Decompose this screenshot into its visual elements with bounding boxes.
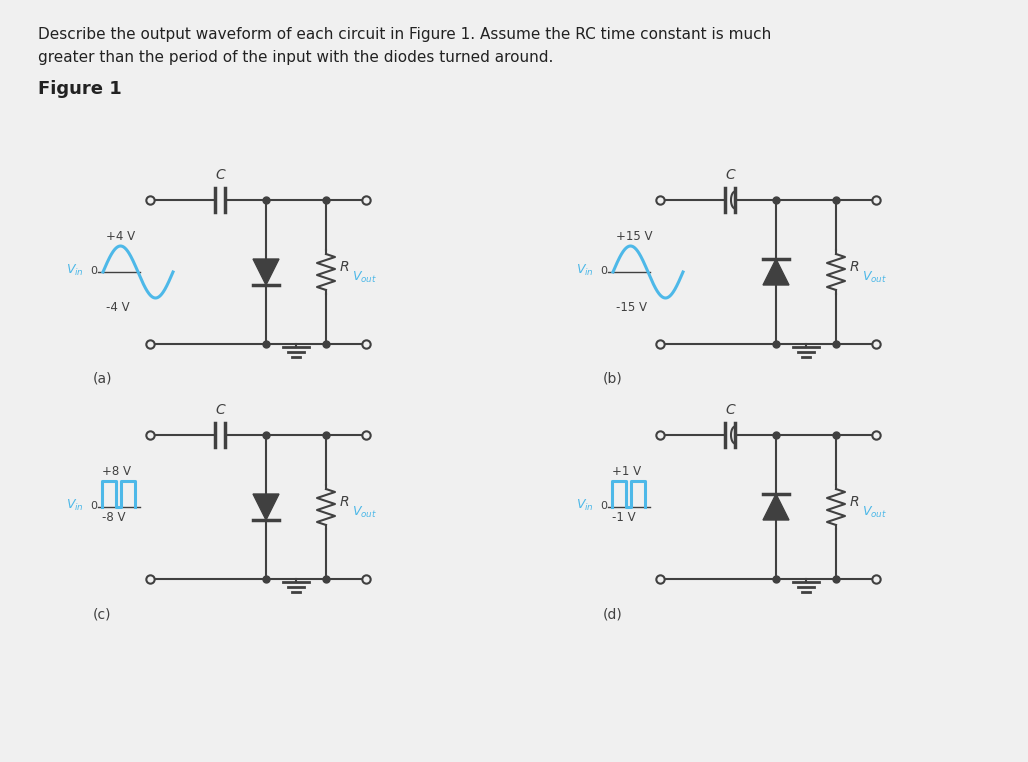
Text: R: R [850,495,859,509]
Text: 0: 0 [90,501,97,511]
Text: C: C [215,168,225,182]
Text: (b): (b) [603,372,623,386]
Text: R: R [340,260,350,274]
Text: C: C [215,403,225,417]
Text: Describe the output waveform of each circuit in Figure 1. Assume the RC time con: Describe the output waveform of each cir… [38,27,771,42]
Text: 0: 0 [90,266,97,276]
Text: -4 V: -4 V [106,301,130,314]
Polygon shape [253,494,279,520]
Text: +15 V: +15 V [616,230,653,243]
Text: $V_{out}$: $V_{out}$ [352,504,377,520]
Text: C: C [725,403,735,417]
Text: R: R [340,495,350,509]
Text: greater than the period of the input with the diodes turned around.: greater than the period of the input wit… [38,50,553,65]
Text: -15 V: -15 V [616,301,647,314]
Text: $V_{in}$: $V_{in}$ [66,498,84,513]
Polygon shape [253,259,279,285]
Text: $V_{in}$: $V_{in}$ [576,262,594,277]
Text: (d): (d) [603,607,623,621]
Text: $V_{out}$: $V_{out}$ [862,270,887,284]
Text: C: C [725,168,735,182]
Text: 0: 0 [600,266,607,276]
Text: Figure 1: Figure 1 [38,80,121,98]
Text: $V_{out}$: $V_{out}$ [862,504,887,520]
Text: +8 V: +8 V [102,465,131,478]
Text: -1 V: -1 V [612,511,635,524]
Text: (a): (a) [93,372,112,386]
Text: +4 V: +4 V [106,230,135,243]
Text: $V_{in}$: $V_{in}$ [576,498,594,513]
Text: 0: 0 [600,501,607,511]
Polygon shape [763,494,790,520]
Text: +1 V: +1 V [612,465,641,478]
Text: $V_{in}$: $V_{in}$ [66,262,84,277]
Text: (c): (c) [93,607,111,621]
Polygon shape [763,259,790,285]
Text: R: R [850,260,859,274]
Text: $V_{out}$: $V_{out}$ [352,270,377,284]
Text: -8 V: -8 V [102,511,125,524]
